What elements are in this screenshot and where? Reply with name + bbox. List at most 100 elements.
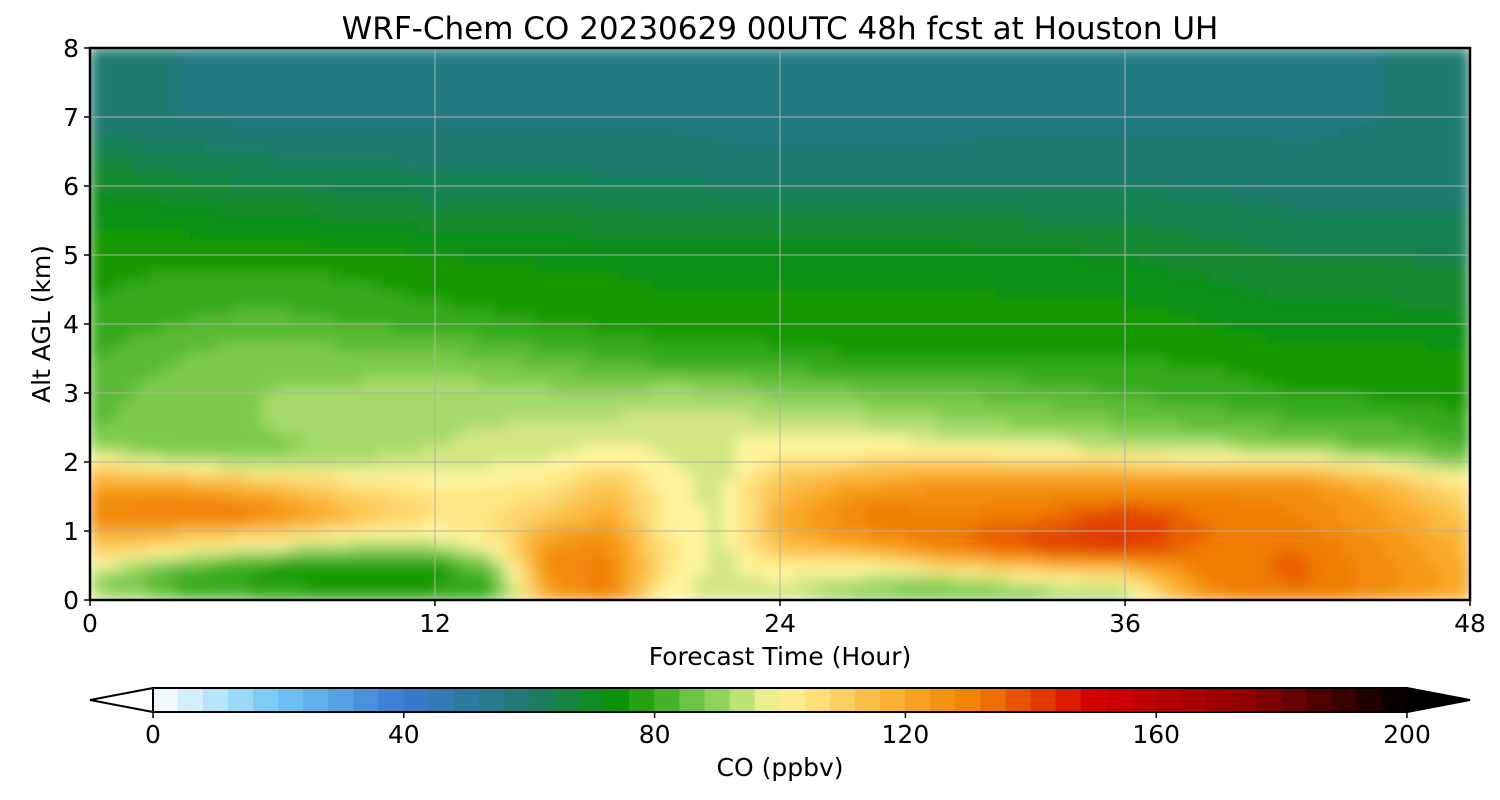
heatmap-cell bbox=[1440, 323, 1457, 334]
heatmap-cell bbox=[1239, 547, 1255, 558]
heatmap-cell bbox=[276, 409, 292, 420]
heatmap-cell bbox=[1354, 228, 1370, 239]
heatmap-cell bbox=[434, 409, 450, 420]
heatmap-cell bbox=[736, 202, 752, 213]
heatmap-cell bbox=[305, 504, 321, 515]
heatmap-cell bbox=[391, 487, 407, 498]
heatmap-cell bbox=[635, 306, 652, 316]
heatmap-cell bbox=[951, 530, 968, 541]
heatmap-cell bbox=[1282, 530, 1299, 541]
heatmap-cell bbox=[1095, 185, 1112, 196]
heatmap-cell bbox=[779, 547, 795, 558]
heatmap-cell bbox=[1138, 452, 1155, 463]
heatmap-cell bbox=[721, 590, 738, 600]
heatmap-cell bbox=[1397, 340, 1414, 351]
heatmap-cell bbox=[779, 401, 795, 411]
heatmap-cell bbox=[103, 547, 120, 558]
heatmap-cell bbox=[923, 168, 939, 178]
heatmap-cell bbox=[851, 461, 867, 472]
heatmap-cell bbox=[391, 530, 407, 541]
heatmap-cell bbox=[1253, 323, 1270, 334]
heatmap-cell bbox=[118, 590, 134, 600]
heatmap-cell bbox=[1138, 375, 1155, 385]
heatmap-cell bbox=[1239, 521, 1255, 532]
heatmap-cell bbox=[966, 168, 982, 178]
heatmap-cell bbox=[362, 185, 379, 196]
heatmap-cell bbox=[405, 461, 422, 472]
heatmap-cell bbox=[90, 375, 105, 385]
heatmap-cell bbox=[1311, 392, 1327, 403]
heatmap-cell bbox=[1153, 357, 1169, 368]
heatmap-cell bbox=[1368, 332, 1385, 342]
heatmap-cell bbox=[1181, 582, 1198, 592]
heatmap-cell bbox=[319, 444, 335, 454]
heatmap-cell bbox=[1095, 530, 1112, 541]
heatmap-cell bbox=[1455, 590, 1470, 600]
heatmap-cell bbox=[161, 306, 177, 316]
heatmap-cell bbox=[233, 539, 249, 549]
heatmap-cell bbox=[1268, 573, 1284, 584]
heatmap-cell bbox=[923, 556, 939, 567]
heatmap-cell bbox=[420, 332, 436, 342]
heatmap-cell bbox=[1411, 470, 1428, 480]
heatmap-cell bbox=[1426, 547, 1442, 558]
heatmap-cell bbox=[721, 582, 738, 592]
heatmap-cell bbox=[736, 185, 752, 196]
heatmap-cell bbox=[118, 176, 134, 187]
heatmap-cell bbox=[606, 150, 623, 161]
heatmap-cell bbox=[333, 271, 350, 282]
heatmap-cell bbox=[1354, 271, 1370, 282]
heatmap-cell bbox=[535, 418, 551, 429]
heatmap-cell bbox=[233, 357, 249, 368]
heatmap-cell bbox=[808, 323, 824, 334]
heatmap-cell bbox=[118, 323, 134, 334]
heatmap-cell bbox=[592, 409, 609, 420]
heatmap-cell bbox=[190, 263, 206, 273]
heatmap-cell bbox=[808, 280, 824, 291]
heatmap-cell bbox=[1296, 237, 1313, 247]
heatmap-cell bbox=[908, 582, 925, 592]
heatmap-cell bbox=[606, 521, 623, 532]
heatmap-cell bbox=[290, 228, 307, 239]
heatmap-cell bbox=[1397, 521, 1414, 532]
heatmap-cell bbox=[506, 194, 522, 204]
heatmap-cell bbox=[1455, 202, 1470, 213]
heatmap-cell bbox=[1354, 263, 1370, 273]
heatmap-cell bbox=[750, 426, 767, 437]
heatmap-cell bbox=[1225, 478, 1241, 489]
heatmap-cell bbox=[836, 375, 853, 385]
heatmap-cell bbox=[1325, 409, 1342, 420]
heatmap-cell bbox=[966, 392, 982, 403]
heatmap-cell bbox=[736, 219, 752, 230]
heatmap-cell bbox=[520, 435, 537, 446]
heatmap-cell bbox=[434, 219, 450, 230]
heatmap-cell bbox=[1023, 470, 1040, 480]
heatmap-cell bbox=[779, 461, 795, 472]
heatmap-cell bbox=[664, 202, 680, 213]
heatmap-cell bbox=[477, 383, 494, 394]
heatmap-cell bbox=[650, 452, 666, 463]
heatmap-cell bbox=[707, 444, 724, 454]
heatmap-cell bbox=[535, 530, 551, 541]
heatmap-cell bbox=[721, 288, 738, 299]
heatmap-cell bbox=[90, 349, 105, 360]
heatmap-cell bbox=[563, 590, 580, 600]
heatmap-cell bbox=[937, 254, 954, 265]
heatmap-cell bbox=[1411, 513, 1428, 523]
heatmap-cell bbox=[535, 521, 551, 532]
heatmap-cell bbox=[247, 435, 264, 446]
heatmap-cell bbox=[276, 271, 292, 282]
heatmap-cell bbox=[348, 271, 364, 282]
heatmap-cell bbox=[1440, 539, 1457, 549]
heatmap-cell bbox=[707, 530, 724, 541]
heatmap-cell bbox=[549, 495, 565, 506]
heatmap-cell bbox=[1311, 409, 1327, 420]
heatmap-cell bbox=[1368, 435, 1385, 446]
heatmap-cell bbox=[1066, 271, 1083, 282]
heatmap-cell bbox=[391, 539, 407, 549]
heatmap-cell bbox=[1239, 392, 1255, 403]
heatmap-cell bbox=[1066, 401, 1083, 411]
heatmap-cell bbox=[190, 487, 206, 498]
heatmap-cell bbox=[736, 495, 752, 506]
heatmap-cell bbox=[448, 564, 465, 575]
